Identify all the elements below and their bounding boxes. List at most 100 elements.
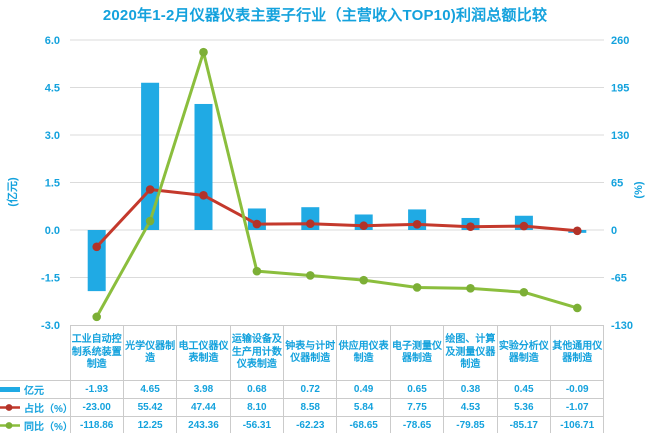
table-row: 占比（%） -23.00 55.42 47.44 8.10 8.58 5.84 7.75 4.5… — [0, 398, 605, 417]
yoy-line-series-point — [359, 275, 369, 285]
value-cell: -1.07 — [550, 398, 605, 417]
ratio-line-series-point — [252, 219, 262, 229]
value-cell: 0.45 — [496, 380, 552, 399]
value-cell: -118.86 — [69, 416, 124, 433]
value-cell: 0.68 — [229, 380, 285, 399]
category-header-cell: 实验分析仪器制造 — [496, 325, 552, 381]
yoy-line-series-point — [573, 303, 582, 313]
right-axis-tick-label: 130 — [611, 130, 629, 142]
yoy-line-legend-swatch-icon — [0, 422, 20, 429]
value-cell: 0.72 — [283, 380, 338, 399]
legend-item: 亿元 — [0, 382, 69, 397]
table-body: 亿元 -1.93 4.65 3.98 0.68 0.72 0.49 0.65 0.38 0.45-… — [0, 380, 605, 433]
table-header: 工业自动控制系统装置制造 光学仪器制造 电工仪器仪表制造 运输设备及生产用计数仪表制造… — [0, 325, 605, 381]
legend-header-cell — [0, 325, 70, 381]
value-cell: -85.17 — [496, 416, 552, 433]
ratio-line-series-point — [92, 242, 101, 252]
value-cell: 4.65 — [122, 380, 178, 399]
ratio-line-series-path — [95, 188, 578, 248]
value-cell: 8.10 — [229, 398, 285, 417]
table-row: 亿元 -1.93 4.65 3.98 0.68 0.72 0.49 0.65 0.38 0.45-… — [0, 380, 605, 399]
chart-title: 2020年1-2月仪器仪表主要子行业（主营收入TOP10)利润总额比较 — [102, 7, 548, 24]
left-axis-title: (亿元) — [5, 177, 19, 207]
category-header-cell: 工业自动控制系统装置制造 — [69, 325, 124, 381]
value-cell: -78.65 — [389, 416, 445, 433]
category-header-cell: 其他通用仪器制造 — [550, 325, 605, 381]
value-cell: -56.31 — [229, 416, 285, 433]
ratio-line-legend-swatch-icon — [0, 404, 20, 411]
bar — [194, 103, 213, 230]
value-cell: 4.53 — [443, 398, 498, 417]
left-axis-tick-label: -1.5 — [41, 273, 60, 285]
value-cell: 5.36 — [496, 398, 552, 417]
value-cell: -106.71 — [550, 416, 605, 433]
right-axis-tick-label: -65 — [611, 273, 627, 285]
value-cell: 3.98 — [176, 380, 231, 399]
value-cell: -62.23 — [283, 416, 338, 433]
value-cell: -1.93 — [69, 380, 124, 399]
value-cell: 0.38 — [443, 380, 498, 399]
combo-chart: 6.04.53.01.50.0-1.5-3.0260195130650-65-1… — [5, 35, 645, 332]
yoy-line-series-point — [199, 47, 208, 57]
ratio-line-series — [92, 185, 582, 252]
ratio-line-series-point — [519, 221, 529, 231]
yoy-line-series-point — [412, 283, 422, 292]
right-axis-tick-label: 195 — [611, 83, 629, 95]
yoy-line-series-point — [466, 284, 475, 293]
value-cell: -0.09 — [550, 380, 605, 399]
value-cell: -79.85 — [443, 416, 498, 433]
value-cell: 5.84 — [336, 398, 391, 417]
category-header-cell: 光学仪器制造 — [122, 325, 178, 381]
legend-cell: 同比（%） — [0, 416, 71, 433]
left-axis-tick-label: 0.0 — [45, 225, 60, 237]
bar-series — [87, 82, 587, 292]
right-axis-tick-label: 260 — [611, 35, 629, 47]
value-cell: 55.42 — [122, 398, 178, 417]
legend-item: 占比（%） — [0, 400, 70, 415]
ratio-line-series-point — [306, 219, 315, 229]
yoy-line-series-point — [92, 312, 101, 322]
left-axis-tick-label: 1.5 — [45, 178, 60, 190]
yoy-line-series — [92, 47, 582, 322]
right-axis-tick-label: -130 — [611, 320, 633, 332]
value-cell: 8.58 — [283, 398, 338, 417]
yoy-line-series-point — [519, 287, 529, 297]
legend-label: 占比（%） — [24, 404, 70, 415]
ratio-line-series-point — [359, 221, 369, 231]
right-axis-title: (%) — [633, 181, 645, 198]
ratio-line-series-point — [573, 226, 582, 236]
right-axis-tick-label: 65 — [611, 178, 623, 190]
value-cell: 0.65 — [389, 380, 445, 399]
value-cell: 243.36 — [176, 416, 231, 433]
axis-tick-labels: 6.04.53.01.50.0-1.5-3.0260195130650-65-1… — [41, 35, 633, 332]
bar-legend-swatch-icon — [0, 387, 20, 392]
ratio-line-series-point — [466, 222, 475, 231]
category-header-cell: 绘图、计算及测量仪器制造 — [443, 325, 498, 381]
category-header-cell: 钟表与计时仪器制造 — [283, 325, 338, 381]
ratio-line-series-point — [145, 185, 155, 194]
yoy-line-series-point — [306, 271, 315, 280]
legend-label: 亿元 — [24, 386, 44, 397]
category-header-cell: 供应用仪表制造 — [336, 325, 391, 381]
right-axis-tick-label: 0 — [611, 225, 617, 237]
bar — [87, 230, 106, 292]
yoy-line-series-point — [145, 216, 155, 226]
ratio-line-series-point — [412, 220, 422, 229]
ratio-line-series-point — [199, 191, 208, 200]
category-header-row: 工业自动控制系统装置制造 光学仪器制造 电工仪器仪表制造 运输设备及生产用计数仪表制造… — [0, 325, 605, 381]
legend-cell: 占比（%） — [0, 398, 71, 417]
category-header-cell: 运输设备及生产用计数仪表制造 — [229, 325, 285, 381]
yoy-line-series-path — [95, 50, 578, 318]
value-cell: 12.25 — [122, 416, 178, 433]
table-row: 同比（%） -118.86 12.25 243.36 -56.31 -62.23 -68.6… — [0, 416, 605, 433]
category-header-cell: 电工仪器仪表制造 — [176, 325, 231, 381]
yoy-line-series-point — [252, 266, 262, 276]
value-cell: -23.00 — [69, 398, 124, 417]
value-cell: 0.49 — [336, 380, 391, 399]
bar — [141, 82, 160, 230]
value-cell: 7.75 — [389, 398, 445, 417]
left-axis-tick-label: 3.0 — [45, 130, 60, 142]
legend-item: 同比（%） — [0, 418, 69, 433]
legend-cell: 亿元 — [0, 380, 71, 399]
